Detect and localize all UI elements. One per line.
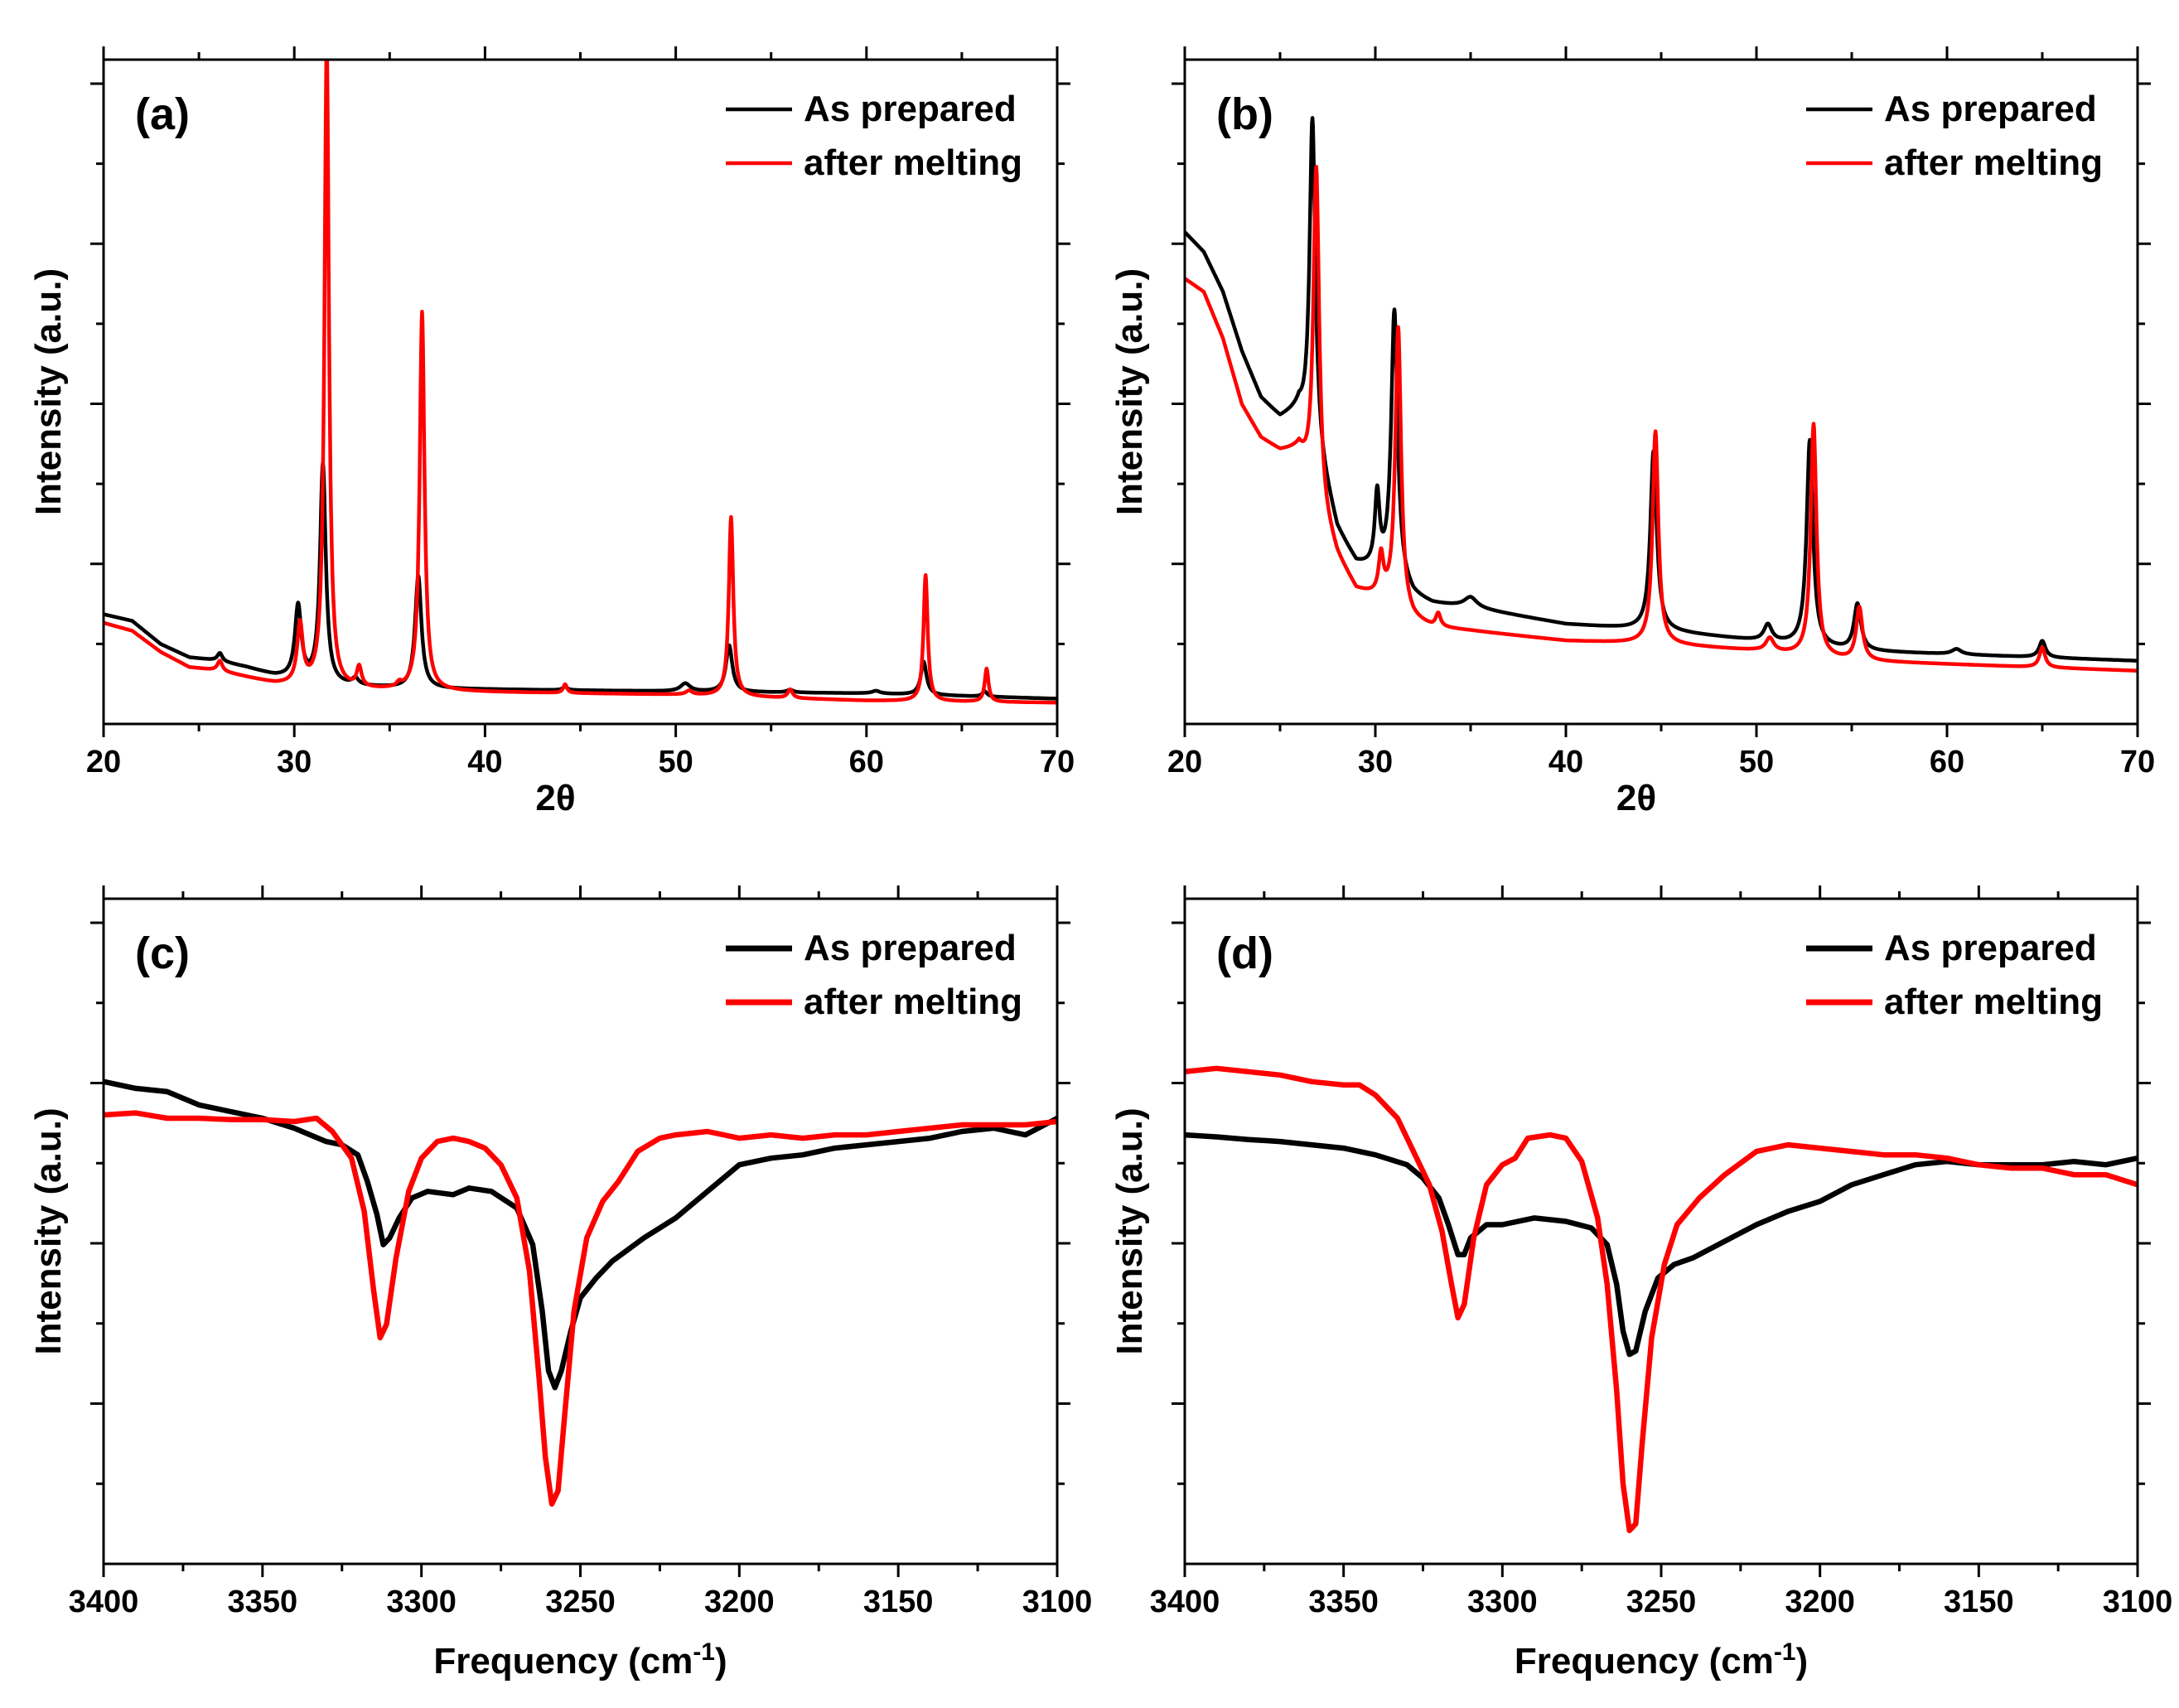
panel-label: (d) <box>1216 929 1273 978</box>
x-axis-title: Frequency (cm-1) <box>433 1638 727 1681</box>
x-tick-label: 3300 <box>386 1585 457 1619</box>
x-tick-label: 60 <box>1930 745 1964 779</box>
x-tick-label: 3100 <box>1022 1585 1093 1619</box>
x-tick-label: 40 <box>467 745 502 779</box>
y-axis-title: Intensity (a.u.) <box>28 1107 69 1354</box>
x-tick-label: 3100 <box>2103 1585 2173 1619</box>
x-tick-label: 50 <box>1739 745 1774 779</box>
x-tick-label: 20 <box>86 745 121 779</box>
y-axis-title: Intensity (a.u.) <box>1109 1107 1150 1354</box>
x-tick-label: 3350 <box>1308 1585 1379 1619</box>
x-tick-label: 3200 <box>1785 1585 1855 1619</box>
x-tick-label: 3250 <box>545 1585 616 1619</box>
x-tick-label: 3150 <box>1944 1585 2014 1619</box>
x-tick-label: 50 <box>658 745 693 779</box>
series-line-after-melting <box>1185 1065 2138 1534</box>
x-axis-title: 2θ <box>1616 778 1656 818</box>
x-tick-label: 3150 <box>863 1585 934 1619</box>
chart-panel-2: 3400 3350 3300 3250 3200 3150 3100 (c) As prepar… <box>28 885 1092 1681</box>
series-line-as-prepared <box>1185 1131 2138 1358</box>
chart-panel-1: 20 30 40 50 60 70 (b) As prepared after melting I… <box>1109 46 2155 818</box>
x-tick-label: 70 <box>2120 745 2155 779</box>
legend-label-after-melting: after melting <box>804 982 1022 1022</box>
series-line-after-melting <box>104 1110 1057 1507</box>
x-tick-label: 3300 <box>1467 1585 1538 1619</box>
y-axis-title: Intensity (a.u.) <box>1109 268 1150 515</box>
x-tick-label: 3400 <box>1150 1585 1220 1619</box>
x-axis-title: Frequency (cm-1) <box>1515 1638 1808 1681</box>
x-tick-label: 30 <box>1358 745 1393 779</box>
x-tick-label: 3350 <box>228 1585 298 1619</box>
x-tick-label: 30 <box>277 745 312 779</box>
x-tick-label: 20 <box>1167 745 1202 779</box>
x-tick-label: 70 <box>1040 745 1075 779</box>
series-line-after-melting <box>1185 164 2138 673</box>
legend-label-after-melting: after melting <box>1884 982 2103 1022</box>
chart-panel-3: 3400 3350 3300 3250 3200 3150 3100 (d) As prepar… <box>1109 885 2172 1681</box>
x-tick-label: 3250 <box>1626 1585 1697 1619</box>
legend-label-after-melting: after melting <box>804 142 1022 183</box>
chart-panel-0: 20 30 40 50 60 70 (a) As prepared after melting I… <box>28 46 1075 818</box>
panel-label: (a) <box>135 89 190 139</box>
panel-label: (c) <box>135 929 190 978</box>
legend-label-after-melting: after melting <box>1884 142 2103 183</box>
x-tick-label: 3200 <box>704 1585 775 1619</box>
legend-label-as-prepared: As prepared <box>804 89 1017 129</box>
legend-label-as-prepared: As prepared <box>804 928 1017 968</box>
series-line-as-prepared <box>104 461 1057 701</box>
x-tick-label: 60 <box>849 745 884 779</box>
y-axis-title: Intensity (a.u.) <box>28 268 69 515</box>
x-tick-label: 3400 <box>69 1585 139 1619</box>
panel-label: (b) <box>1216 89 1273 139</box>
series-line-as-prepared <box>104 1078 1057 1391</box>
x-tick-label: 40 <box>1548 745 1583 779</box>
legend-label-as-prepared: As prepared <box>1884 928 2097 968</box>
x-axis-title: 2θ <box>535 778 575 818</box>
series-line-after-melting <box>104 60 1057 705</box>
legend-label-as-prepared: As prepared <box>1884 89 2097 129</box>
